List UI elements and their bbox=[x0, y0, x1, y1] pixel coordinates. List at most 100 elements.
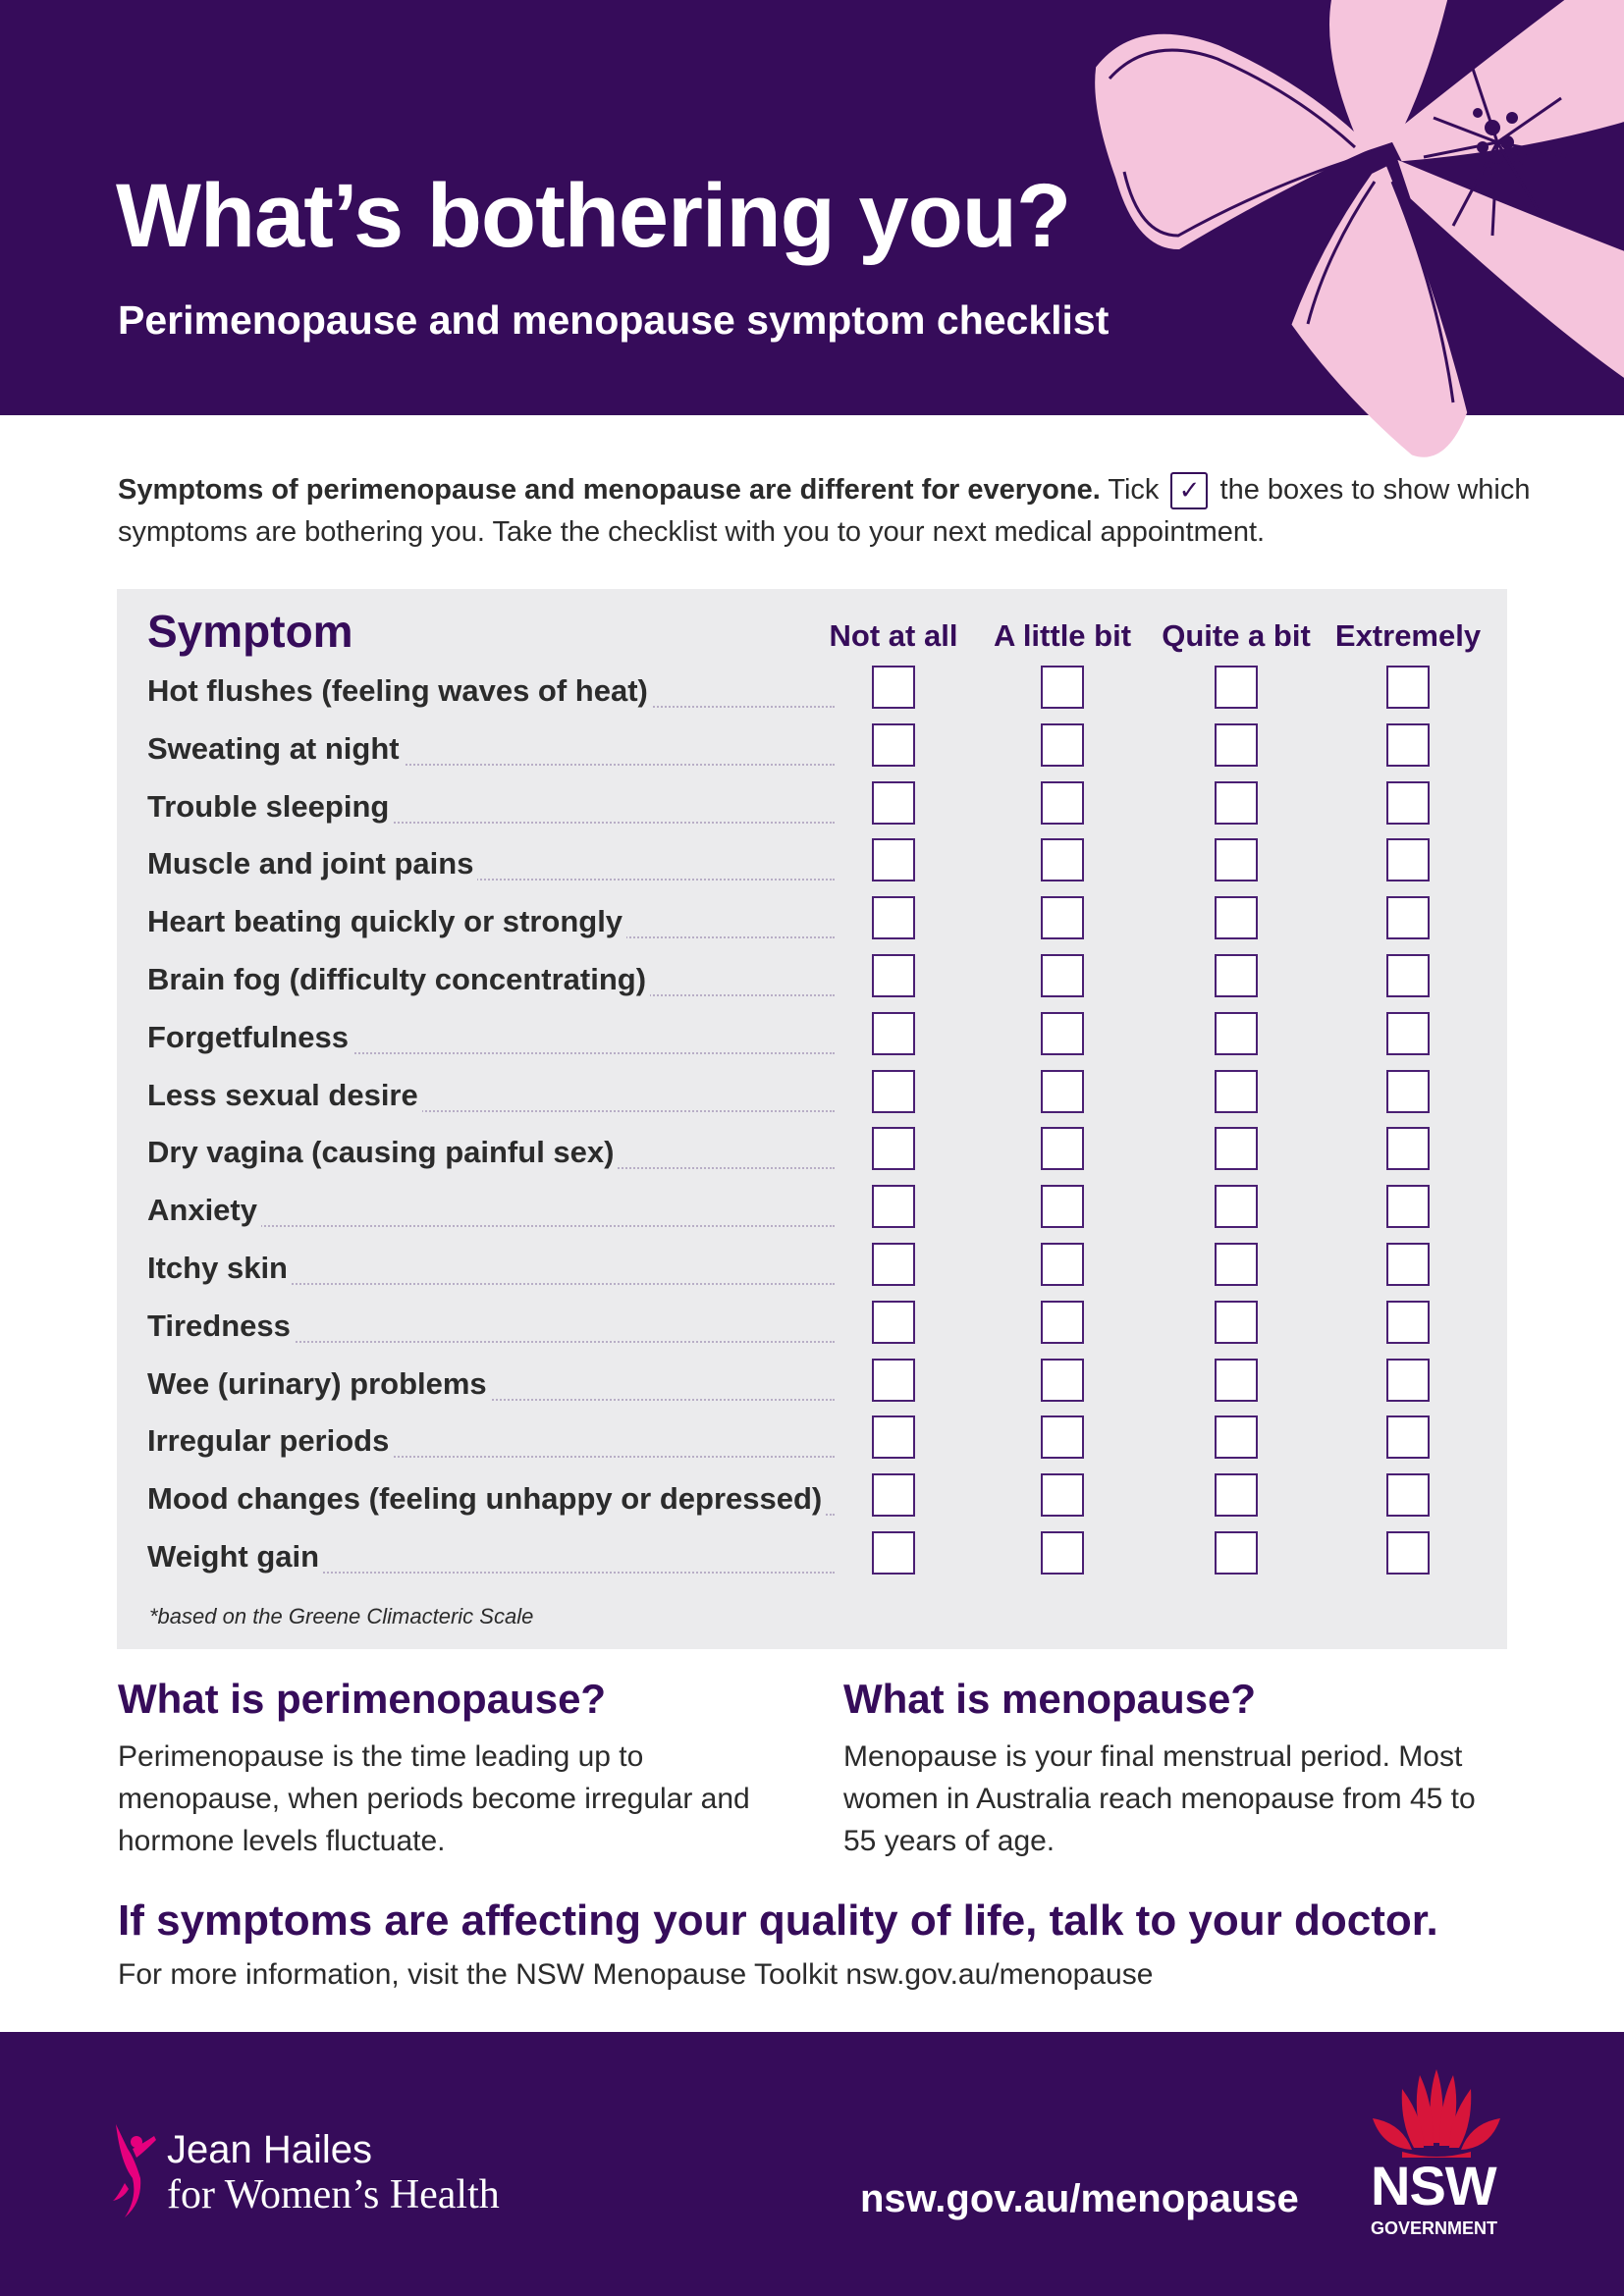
symptom-row: Heart beating quickly or strongly bbox=[147, 896, 1502, 953]
checkbox-extremely[interactable] bbox=[1386, 1415, 1430, 1460]
checkbox-a-little-bit[interactable] bbox=[1041, 1358, 1084, 1402]
checkbox-a-little-bit[interactable] bbox=[1041, 1185, 1084, 1229]
checkbox-not-at-all[interactable] bbox=[872, 1473, 915, 1518]
checkbox-a-little-bit[interactable] bbox=[1041, 896, 1084, 940]
symptom-row: Sweating at night bbox=[147, 722, 1502, 780]
checkbox-a-little-bit[interactable] bbox=[1041, 780, 1084, 825]
dotted-leader bbox=[147, 1225, 835, 1228]
checkbox-a-little-bit[interactable] bbox=[1041, 1300, 1084, 1344]
symptom-row: Less sexual desire bbox=[147, 1069, 1502, 1127]
checkbox-not-at-all[interactable] bbox=[872, 1127, 915, 1171]
checkbox-quite-a-bit[interactable] bbox=[1215, 954, 1258, 997]
symptom-row: Anxiety bbox=[147, 1185, 1502, 1242]
symptom-label: Tiredness bbox=[147, 1308, 295, 1344]
checkbox-quite-a-bit[interactable] bbox=[1215, 1243, 1258, 1286]
symptom-label: Heart beating quickly or strongly bbox=[147, 904, 627, 940]
checkbox-a-little-bit[interactable] bbox=[1041, 1127, 1084, 1171]
checkbox-extremely[interactable] bbox=[1386, 780, 1430, 825]
checkbox-extremely[interactable] bbox=[1386, 1300, 1430, 1344]
dotted-leader bbox=[147, 1572, 835, 1574]
checkbox-quite-a-bit[interactable] bbox=[1215, 1415, 1258, 1460]
checkbox-extremely[interactable] bbox=[1386, 722, 1430, 767]
checkbox-a-little-bit[interactable] bbox=[1041, 1531, 1084, 1575]
checkbox-not-at-all[interactable] bbox=[872, 838, 915, 882]
checkbox-not-at-all[interactable] bbox=[872, 1300, 915, 1344]
flower-illustration-icon bbox=[1095, 0, 1624, 457]
checkbox-not-at-all[interactable] bbox=[872, 1243, 915, 1286]
symptom-label: Mood changes (feeling unhappy or depress… bbox=[147, 1481, 827, 1518]
checkbox-quite-a-bit[interactable] bbox=[1215, 1358, 1258, 1402]
checkbox-not-at-all[interactable] bbox=[872, 722, 915, 767]
checkbox-a-little-bit[interactable] bbox=[1041, 666, 1084, 709]
checkbox-extremely[interactable] bbox=[1386, 1127, 1430, 1171]
dotted-leader bbox=[147, 879, 835, 881]
checkbox-not-at-all[interactable] bbox=[872, 666, 915, 709]
checkbox-a-little-bit[interactable] bbox=[1041, 954, 1084, 997]
checkbox-a-little-bit[interactable] bbox=[1041, 722, 1084, 767]
intro-bold: Symptoms of perimenopause and menopause … bbox=[118, 474, 1101, 506]
symptom-label: Anxiety bbox=[147, 1193, 261, 1229]
checkbox-extremely[interactable] bbox=[1386, 1011, 1430, 1055]
checkbox-quite-a-bit[interactable] bbox=[1215, 780, 1258, 825]
checkbox-extremely[interactable] bbox=[1386, 1243, 1430, 1286]
checkbox-extremely[interactable] bbox=[1386, 666, 1430, 709]
checkbox-quite-a-bit[interactable] bbox=[1215, 1531, 1258, 1575]
symptom-row: Irregular periods bbox=[147, 1415, 1502, 1472]
checkbox-quite-a-bit[interactable] bbox=[1215, 722, 1258, 767]
checkbox-a-little-bit[interactable] bbox=[1041, 1243, 1084, 1286]
symptom-label: Itchy skin bbox=[147, 1251, 292, 1286]
dotted-leader bbox=[147, 1456, 835, 1459]
checkbox-a-little-bit[interactable] bbox=[1041, 838, 1084, 882]
checkbox-a-little-bit[interactable] bbox=[1041, 1069, 1084, 1113]
symptom-row: Mood changes (feeling unhappy or depress… bbox=[147, 1473, 1502, 1530]
checkbox-quite-a-bit[interactable] bbox=[1215, 1300, 1258, 1344]
checkbox-quite-a-bit[interactable] bbox=[1215, 666, 1258, 709]
checkbox-a-little-bit[interactable] bbox=[1041, 1415, 1084, 1460]
checkbox-extremely[interactable] bbox=[1386, 1531, 1430, 1575]
symptom-row: Wee (urinary) problems bbox=[147, 1358, 1502, 1415]
checkbox-not-at-all[interactable] bbox=[872, 896, 915, 940]
checkbox-not-at-all[interactable] bbox=[872, 1358, 915, 1402]
checkbox-not-at-all[interactable] bbox=[872, 1415, 915, 1460]
checkbox-quite-a-bit[interactable] bbox=[1215, 838, 1258, 882]
dotted-leader bbox=[147, 821, 835, 824]
column-header-quite-a-bit: Quite a bit bbox=[1162, 618, 1311, 653]
dancing-figure-icon bbox=[113, 2124, 156, 2217]
checkbox-extremely[interactable] bbox=[1386, 954, 1430, 997]
symptom-label: Wee (urinary) problems bbox=[147, 1365, 491, 1402]
symptom-row: Tiredness bbox=[147, 1300, 1502, 1358]
checkbox-quite-a-bit[interactable] bbox=[1215, 1127, 1258, 1171]
checkbox-extremely[interactable] bbox=[1386, 1358, 1430, 1402]
column-header-not-at-all: Not at all bbox=[829, 618, 958, 653]
symptom-label: Dry vagina (causing painful sex) bbox=[147, 1135, 619, 1171]
checkbox-not-at-all[interactable] bbox=[872, 1011, 915, 1055]
checkbox-not-at-all[interactable] bbox=[872, 1531, 915, 1575]
checkbox-not-at-all[interactable] bbox=[872, 1069, 915, 1113]
waratah-icon bbox=[1373, 2069, 1500, 2158]
checkbox-a-little-bit[interactable] bbox=[1041, 1473, 1084, 1518]
checkbox-quite-a-bit[interactable] bbox=[1215, 896, 1258, 940]
checkbox-extremely[interactable] bbox=[1386, 1185, 1430, 1229]
symptom-row: Hot flushes (feeling waves of heat) bbox=[147, 666, 1502, 722]
checkbox-extremely[interactable] bbox=[1386, 1069, 1430, 1113]
checkbox-quite-a-bit[interactable] bbox=[1215, 1473, 1258, 1518]
checkbox-extremely[interactable] bbox=[1386, 1473, 1430, 1518]
checkbox-a-little-bit[interactable] bbox=[1041, 1011, 1084, 1055]
symptom-row: Brain fog (difficulty concentrating) bbox=[147, 954, 1502, 1011]
symptom-row: Itchy skin bbox=[147, 1243, 1502, 1300]
perimenopause-body: Perimenopause is the time leading up to … bbox=[118, 1740, 750, 1857]
dotted-leader bbox=[147, 763, 835, 766]
checkbox-not-at-all[interactable] bbox=[872, 954, 915, 997]
checkbox-quite-a-bit[interactable] bbox=[1215, 1069, 1258, 1113]
symptom-label: Hot flushes (feeling waves of heat) bbox=[147, 673, 652, 709]
checkbox-extremely[interactable] bbox=[1386, 896, 1430, 940]
checkbox-not-at-all[interactable] bbox=[872, 780, 915, 825]
checkbox-not-at-all[interactable] bbox=[872, 1185, 915, 1229]
checkbox-quite-a-bit[interactable] bbox=[1215, 1185, 1258, 1229]
checkbox-quite-a-bit[interactable] bbox=[1215, 1011, 1258, 1055]
dotted-leader bbox=[147, 1051, 835, 1054]
checkbox-extremely[interactable] bbox=[1386, 838, 1430, 882]
jean-hailes-logo: Jean Hailes for Women’s Health bbox=[113, 2124, 565, 2226]
nsw-government-logo: NSW GOVERNMENT bbox=[1363, 2069, 1510, 2256]
footer-url-link[interactable]: nsw.gov.au/menopause bbox=[860, 2177, 1299, 2220]
